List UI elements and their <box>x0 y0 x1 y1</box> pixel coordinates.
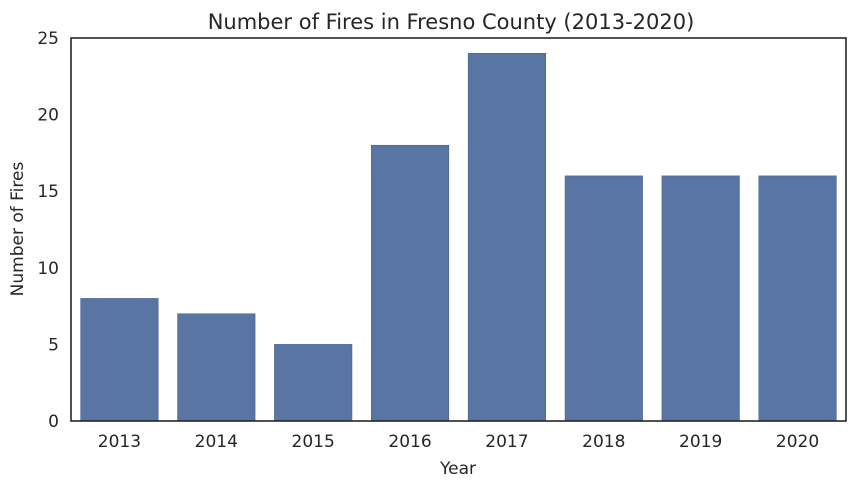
x-tick-label: 2018 <box>582 432 625 452</box>
y-tick-label: 0 <box>48 412 59 432</box>
x-tick-label: 2013 <box>98 432 141 452</box>
bar-2015 <box>274 344 353 422</box>
bar-2016 <box>371 144 450 422</box>
x-tick-label: 2020 <box>776 432 819 452</box>
bars-group <box>80 53 837 422</box>
y-tick-label: 15 <box>37 182 59 202</box>
x-tick-label: 2014 <box>195 432 238 452</box>
bar-2014 <box>177 313 256 422</box>
x-tick-label: 2017 <box>485 432 528 452</box>
bar-2020 <box>758 175 837 422</box>
x-tick-label: 2015 <box>292 432 335 452</box>
y-axis-label: Number of Fires <box>8 162 28 297</box>
x-axis-label: Year <box>439 459 476 479</box>
y-tick-label: 20 <box>37 106 59 126</box>
bar-2013 <box>80 298 159 422</box>
y-tick-label: 10 <box>37 259 59 279</box>
y-tick-label: 25 <box>37 29 59 49</box>
chart-title: Number of Fires in Fresno County (2013-2… <box>208 10 695 34</box>
bar-2019 <box>661 175 740 422</box>
bar-2018 <box>564 175 643 422</box>
x-tick-label: 2019 <box>679 432 722 452</box>
x-tick-label: 2016 <box>388 432 431 452</box>
bar-2017 <box>467 53 546 422</box>
axes-frame <box>70 37 847 422</box>
x-axis-ticks: 2013 2014 2015 2016 2017 2018 2019 2020 <box>98 432 819 452</box>
y-axis-ticks: 0 5 10 15 20 25 <box>37 29 59 432</box>
y-tick-label: 5 <box>48 335 59 355</box>
